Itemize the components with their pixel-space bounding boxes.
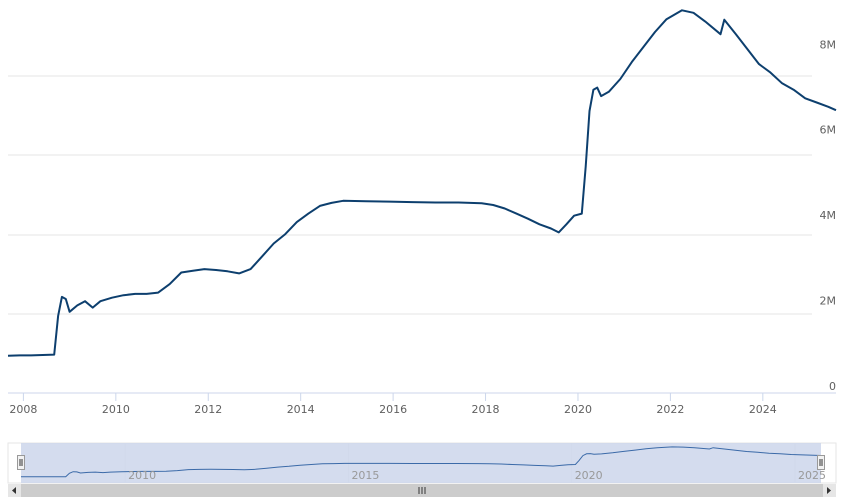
x-tick-label: 2012 xyxy=(194,403,222,416)
scrollbar-right-button[interactable] xyxy=(823,484,836,497)
navigator[interactable]: 2010 2015 2020 2025 xyxy=(7,442,837,484)
series-line xyxy=(7,9,837,357)
x-tick-label: 2022 xyxy=(656,403,684,416)
arrow-right-icon xyxy=(827,487,831,494)
x-tick-label: 2008 xyxy=(9,403,37,416)
x-tick-label: 2014 xyxy=(287,403,315,416)
navigator-tick-label: 2010 xyxy=(128,469,156,482)
navigator-tick-labels: 2010 2015 2020 2025 xyxy=(128,469,826,482)
x-axis-ticks xyxy=(22,393,764,401)
y-tick-label: 0 xyxy=(829,380,836,393)
y-tick-label: 2M xyxy=(820,295,837,308)
navigator-handle-right[interactable] xyxy=(817,455,825,470)
handle-left-body[interactable] xyxy=(17,455,25,470)
scrollbar[interactable] xyxy=(8,484,836,497)
navigator-tick-label: 2015 xyxy=(351,469,379,482)
y-tick-label: 6M xyxy=(820,124,837,137)
navigator-series-line xyxy=(20,446,822,478)
x-tick-label: 2018 xyxy=(472,403,500,416)
grid xyxy=(8,75,812,315)
x-tick-label: 2024 xyxy=(749,403,777,416)
arrow-left-icon xyxy=(12,487,16,494)
y-axis-labels: 0 2M 4M 6M 8M xyxy=(820,38,837,393)
y-tick-label: 4M xyxy=(820,209,837,222)
grip-lines-icon xyxy=(418,487,426,494)
navigator-tick-label: 2025 xyxy=(798,469,826,482)
x-tick-label: 2010 xyxy=(102,403,130,416)
handle-right-body[interactable] xyxy=(817,455,825,470)
x-tick-label: 2020 xyxy=(564,403,592,416)
navigator-handle-left[interactable] xyxy=(17,455,25,470)
scrollbar-left-button[interactable] xyxy=(8,484,21,497)
navigator-tick-label: 2020 xyxy=(575,469,603,482)
x-tick-label: 2016 xyxy=(379,403,407,416)
y-tick-label: 8M xyxy=(820,38,837,51)
x-axis-labels: 2008 2010 2012 2014 2016 2018 2020 2022 2024 xyxy=(9,403,776,416)
